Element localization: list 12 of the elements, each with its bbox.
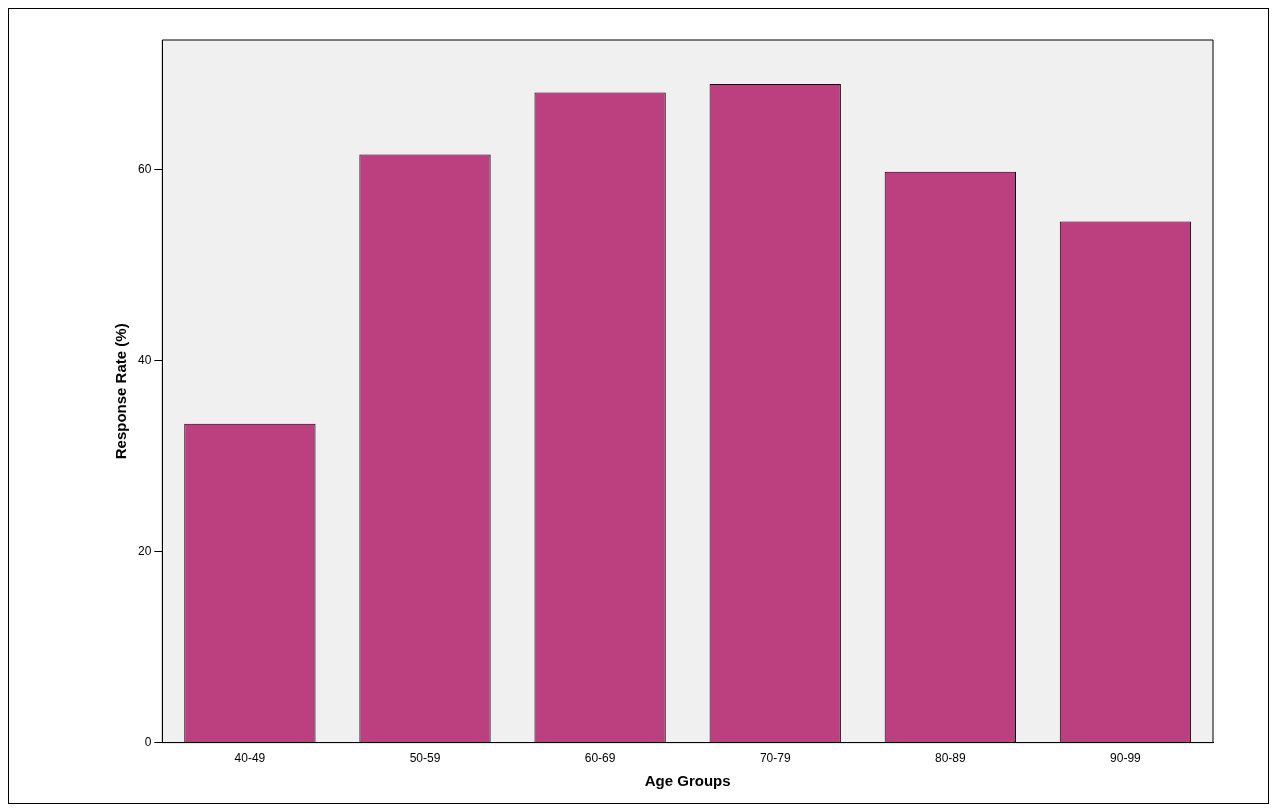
y-axis-title: Response Rate (%) bbox=[112, 323, 130, 460]
y-tick-label: 20 bbox=[137, 543, 152, 558]
x-axis-title: Age Groups bbox=[644, 772, 731, 790]
x-tick-label: 70-79 bbox=[759, 751, 791, 766]
y-tick-label: 40 bbox=[137, 353, 152, 368]
x-tick-label: 60-69 bbox=[584, 751, 616, 766]
x-tick-label: 80-89 bbox=[934, 751, 966, 766]
x-tick-label: 90-99 bbox=[1110, 751, 1142, 766]
y-tick-label: 0 bbox=[144, 734, 152, 749]
y-tick-label: 60 bbox=[137, 162, 152, 177]
x-tick-label: 40-49 bbox=[234, 751, 266, 766]
x-tick-label: 50-59 bbox=[409, 751, 441, 766]
